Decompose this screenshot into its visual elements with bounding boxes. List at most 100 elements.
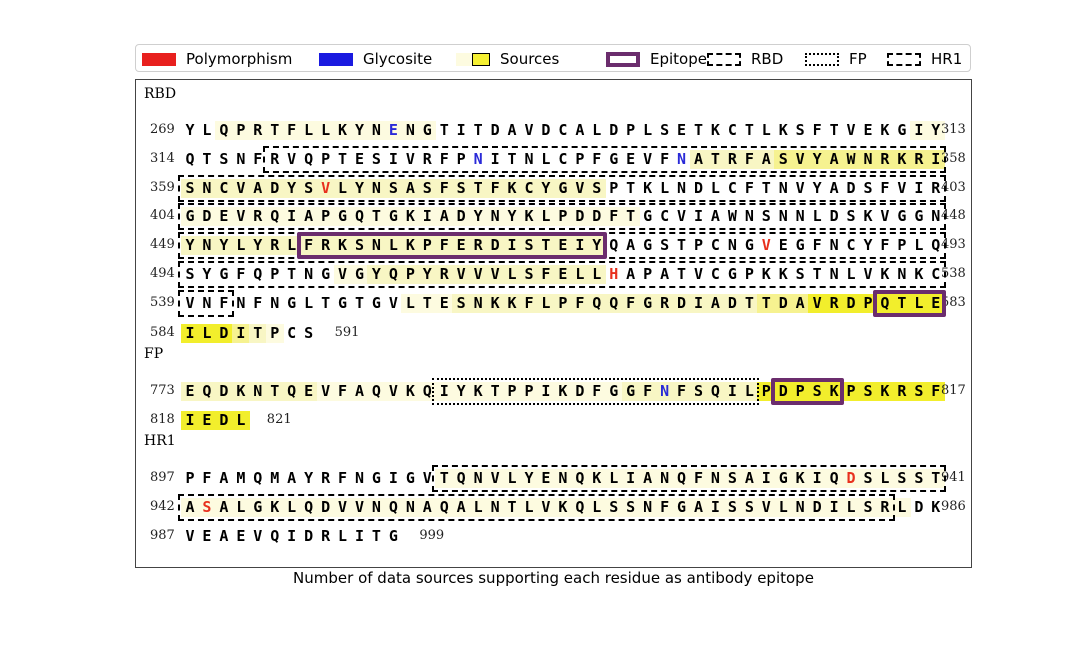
residue-492: L bbox=[914, 236, 924, 254]
legend-item-rbd: RBD bbox=[707, 45, 783, 73]
residue-305: S bbox=[795, 121, 805, 139]
residue-325: S bbox=[371, 150, 381, 168]
residue-471: E bbox=[553, 236, 572, 255]
residue-285: I bbox=[456, 121, 466, 139]
residue-906: F bbox=[338, 469, 348, 487]
residue-437: N bbox=[744, 207, 754, 225]
residue-462: K bbox=[401, 236, 420, 255]
residue-510: V bbox=[452, 265, 471, 284]
residue-396: Y bbox=[812, 179, 822, 197]
residue-448: N bbox=[931, 207, 941, 225]
residue-443: S bbox=[846, 207, 856, 225]
residue-376: T bbox=[469, 179, 488, 198]
residue-805: I bbox=[723, 382, 742, 401]
residue-313: Y bbox=[926, 121, 945, 140]
legend-swatch-hr1 bbox=[887, 52, 921, 66]
residue-567: R bbox=[655, 294, 674, 313]
residue-789: Y bbox=[452, 382, 471, 401]
residue-486: F bbox=[812, 236, 822, 254]
residue-569: I bbox=[689, 294, 708, 313]
residue-346: R bbox=[723, 150, 742, 169]
residue-335: L bbox=[541, 150, 551, 168]
residue-923: I bbox=[621, 469, 640, 488]
residue-378: K bbox=[503, 179, 522, 198]
residue-790: K bbox=[469, 382, 488, 401]
residue-511: V bbox=[469, 265, 488, 284]
residue-370: N bbox=[367, 179, 386, 198]
residue-786: K bbox=[401, 382, 420, 401]
residue-304: K bbox=[778, 121, 788, 139]
residue-815: R bbox=[892, 382, 911, 401]
residue-395: V bbox=[795, 179, 805, 197]
residue-374: F bbox=[435, 179, 454, 198]
residue-337: P bbox=[575, 150, 585, 168]
residue-432: C bbox=[660, 207, 670, 225]
residue-576: V bbox=[808, 294, 827, 313]
residue-342: F bbox=[660, 150, 670, 168]
residue-933: K bbox=[791, 469, 810, 488]
residue-907: N bbox=[354, 469, 365, 487]
residue-526: G bbox=[727, 265, 737, 283]
residue-394: N bbox=[778, 179, 788, 197]
residue-985: D bbox=[914, 498, 924, 516]
residue-506: Q bbox=[384, 265, 403, 284]
residue-331: N bbox=[473, 150, 483, 168]
residue-533: L bbox=[846, 265, 856, 283]
residue-366: S bbox=[299, 179, 318, 198]
residue-571: D bbox=[723, 294, 742, 313]
residue-529: K bbox=[778, 265, 788, 283]
residue-998: T bbox=[371, 527, 381, 545]
residue-521: P bbox=[643, 265, 653, 283]
residue-292: A bbox=[575, 121, 585, 139]
residue-913: Q bbox=[452, 469, 471, 488]
residue-277: L bbox=[316, 121, 335, 140]
residue-566: G bbox=[638, 294, 657, 313]
residue-965: Q bbox=[570, 498, 589, 517]
residue-274: T bbox=[265, 121, 284, 140]
residue-339: G bbox=[609, 150, 619, 168]
residue-397: A bbox=[829, 179, 839, 197]
residue-362: V bbox=[231, 179, 250, 198]
residue-319: R bbox=[270, 150, 280, 168]
residue-347: F bbox=[740, 150, 759, 169]
residue-427: D bbox=[570, 207, 589, 226]
residue-516: E bbox=[553, 265, 572, 284]
residue-478: T bbox=[677, 236, 687, 254]
residue-555: S bbox=[452, 294, 471, 313]
residue-450: N bbox=[197, 236, 216, 255]
row-end-number: 591 bbox=[334, 325, 360, 340]
residue-984: L bbox=[892, 498, 911, 517]
residue-283: G bbox=[418, 121, 437, 140]
residue-927: F bbox=[689, 469, 708, 488]
residue-399: S bbox=[863, 179, 873, 197]
residue-926: Q bbox=[672, 469, 691, 488]
residue-411: A bbox=[299, 207, 318, 226]
residue-381: G bbox=[553, 179, 572, 198]
residue-803: S bbox=[689, 382, 708, 401]
legend-item-fp: FP bbox=[805, 45, 867, 73]
residue-543: F bbox=[253, 294, 263, 312]
residue-785: V bbox=[384, 382, 403, 401]
residue-798: G bbox=[604, 382, 623, 401]
residue-497: F bbox=[236, 265, 246, 283]
residue-548: G bbox=[338, 294, 348, 312]
residue-914: N bbox=[469, 469, 488, 488]
row-start-number: 449 bbox=[150, 237, 175, 252]
residue-321: Q bbox=[304, 150, 314, 168]
residue-357: R bbox=[909, 150, 928, 169]
legend-swatch-glycosite bbox=[319, 52, 353, 66]
residue-433: V bbox=[677, 207, 687, 225]
residue-539: V bbox=[185, 294, 195, 312]
residue-930: A bbox=[740, 469, 759, 488]
residue-315: T bbox=[202, 150, 212, 168]
residue-935: Q bbox=[825, 469, 844, 488]
residue-527: P bbox=[744, 265, 754, 283]
residue-950: D bbox=[316, 498, 335, 517]
legend-swatch-rbd bbox=[707, 52, 741, 66]
residue-404: G bbox=[181, 207, 199, 226]
residue-377: F bbox=[486, 179, 505, 198]
residue-534: V bbox=[863, 265, 873, 283]
residue-590: C bbox=[287, 324, 297, 342]
residue-976: V bbox=[757, 498, 776, 517]
residue-480: C bbox=[710, 236, 720, 254]
